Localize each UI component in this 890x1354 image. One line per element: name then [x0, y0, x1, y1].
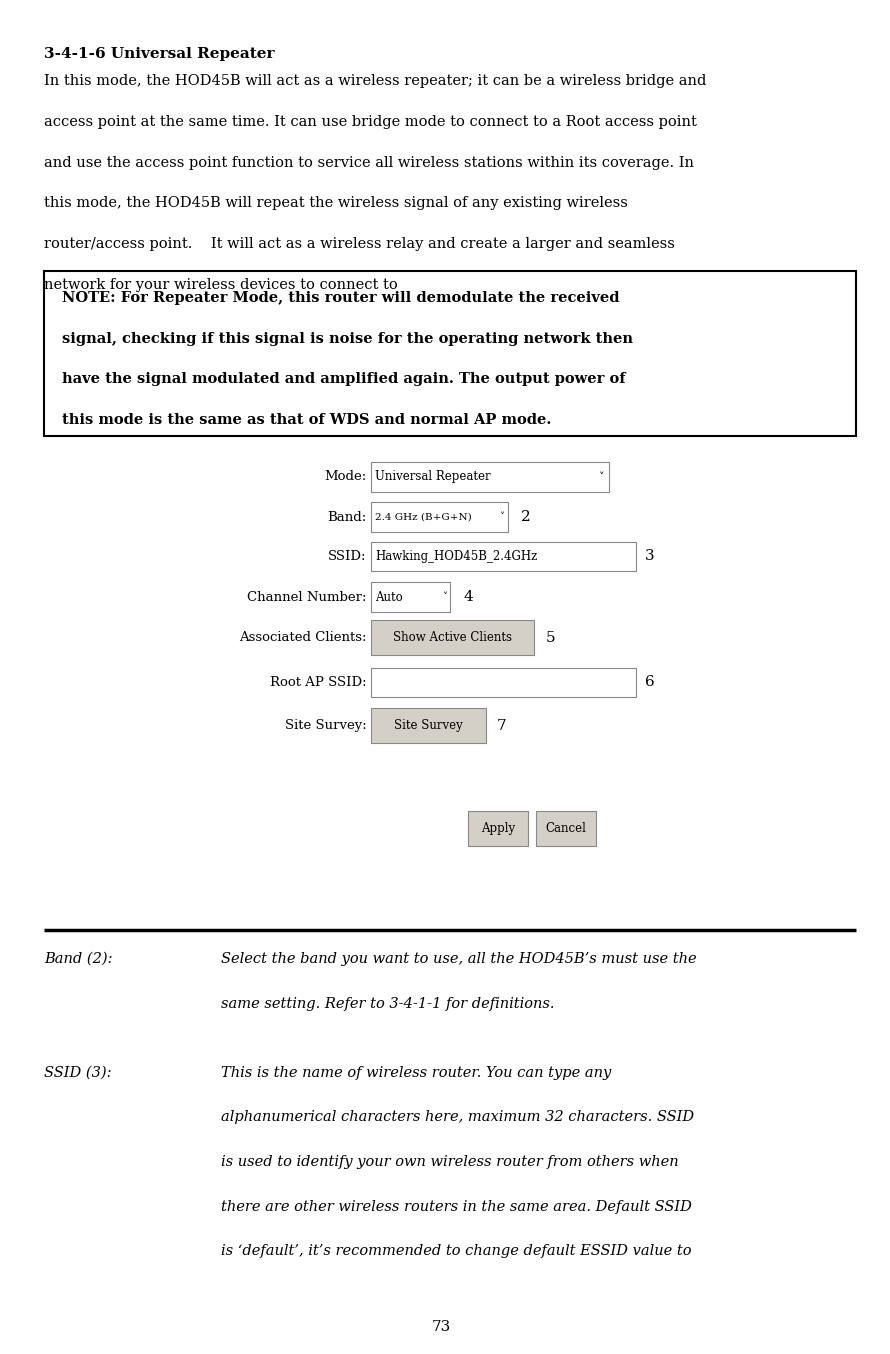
- Text: same setting. Refer to 3-4-1-1 for definitions.: same setting. Refer to 3-4-1-1 for defin…: [221, 997, 554, 1010]
- Text: Mode:: Mode:: [324, 470, 367, 483]
- Text: this mode, the HOD45B will repeat the wireless signal of any existing wireless: this mode, the HOD45B will repeat the wi…: [44, 196, 628, 210]
- Text: alphanumerical characters here, maximum 32 characters. SSID: alphanumerical characters here, maximum …: [221, 1110, 694, 1124]
- Text: 6: 6: [644, 676, 654, 689]
- Text: signal, checking if this signal is noise for the operating network then: signal, checking if this signal is noise…: [61, 332, 633, 345]
- Text: Site Survey:: Site Survey:: [285, 719, 367, 733]
- Text: 2.4 GHz (B+G+N): 2.4 GHz (B+G+N): [376, 513, 472, 521]
- Bar: [536, 811, 596, 846]
- Bar: [371, 542, 635, 571]
- Text: there are other wireless routers in the same area. Default SSID: there are other wireless routers in the …: [221, 1200, 692, 1213]
- Text: Site Survey: Site Survey: [394, 719, 463, 733]
- Text: router/access point.    It will act as a wireless relay and create a larger and : router/access point. It will act as a wi…: [44, 237, 675, 250]
- Bar: [371, 708, 486, 743]
- Bar: [371, 582, 450, 612]
- Text: Show Active Clients: Show Active Clients: [393, 631, 512, 645]
- Text: ˅: ˅: [441, 592, 447, 603]
- Text: Associated Clients:: Associated Clients:: [239, 631, 367, 645]
- Text: network for your wireless devices to connect to: network for your wireless devices to con…: [44, 278, 398, 291]
- Text: access point at the same time. It can use bridge mode to connect to a Root acces: access point at the same time. It can us…: [44, 115, 697, 129]
- Text: ˅: ˅: [599, 471, 605, 482]
- Text: Cancel: Cancel: [546, 822, 587, 835]
- Text: Auto: Auto: [376, 590, 403, 604]
- Text: In this mode, the HOD45B will act as a wireless repeater; it can be a wireless b: In this mode, the HOD45B will act as a w…: [44, 74, 707, 88]
- Text: Band:: Band:: [328, 510, 367, 524]
- Text: have the signal modulated and amplified again. The output power of: have the signal modulated and amplified …: [61, 372, 626, 386]
- Text: and use the access point function to service all wireless stations within its co: and use the access point function to ser…: [44, 156, 694, 169]
- Text: ˅: ˅: [499, 512, 504, 523]
- Bar: [44, 271, 856, 436]
- Text: 3-4-1-6 Universal Repeater: 3-4-1-6 Universal Repeater: [44, 47, 275, 61]
- Bar: [371, 502, 507, 532]
- Bar: [468, 811, 528, 846]
- Text: Channel Number:: Channel Number:: [247, 590, 367, 604]
- Text: Universal Repeater: Universal Repeater: [376, 470, 491, 483]
- Bar: [371, 668, 635, 697]
- Text: Hawking_HOD45B_2.4GHz: Hawking_HOD45B_2.4GHz: [376, 550, 538, 563]
- Text: 73: 73: [432, 1320, 451, 1334]
- Text: SSID:: SSID:: [328, 550, 367, 563]
- Bar: [371, 620, 534, 655]
- Text: is used to identify your own wireless router from others when: is used to identify your own wireless ro…: [221, 1155, 678, 1169]
- Text: this mode is the same as that of WDS and normal AP mode.: this mode is the same as that of WDS and…: [61, 413, 551, 427]
- Text: This is the name of wireless router. You can type any: This is the name of wireless router. You…: [221, 1066, 611, 1079]
- Text: 7: 7: [498, 719, 506, 733]
- Text: Select the band you want to use, all the HOD45B’s must use the: Select the band you want to use, all the…: [221, 952, 696, 965]
- Bar: [371, 462, 609, 492]
- Text: SSID (3):: SSID (3):: [44, 1066, 111, 1079]
- Text: 3: 3: [644, 550, 654, 563]
- Text: is ‘default’, it’s recommended to change default ESSID value to: is ‘default’, it’s recommended to change…: [221, 1244, 692, 1258]
- Text: 2: 2: [521, 510, 530, 524]
- Text: NOTE: For Repeater Mode, this router will demodulate the received: NOTE: For Repeater Mode, this router wil…: [61, 291, 619, 305]
- Text: Band (2):: Band (2):: [44, 952, 113, 965]
- Text: 4: 4: [464, 590, 473, 604]
- Text: 5: 5: [546, 631, 555, 645]
- Text: Root AP SSID:: Root AP SSID:: [270, 676, 367, 689]
- Text: Apply: Apply: [481, 822, 515, 835]
